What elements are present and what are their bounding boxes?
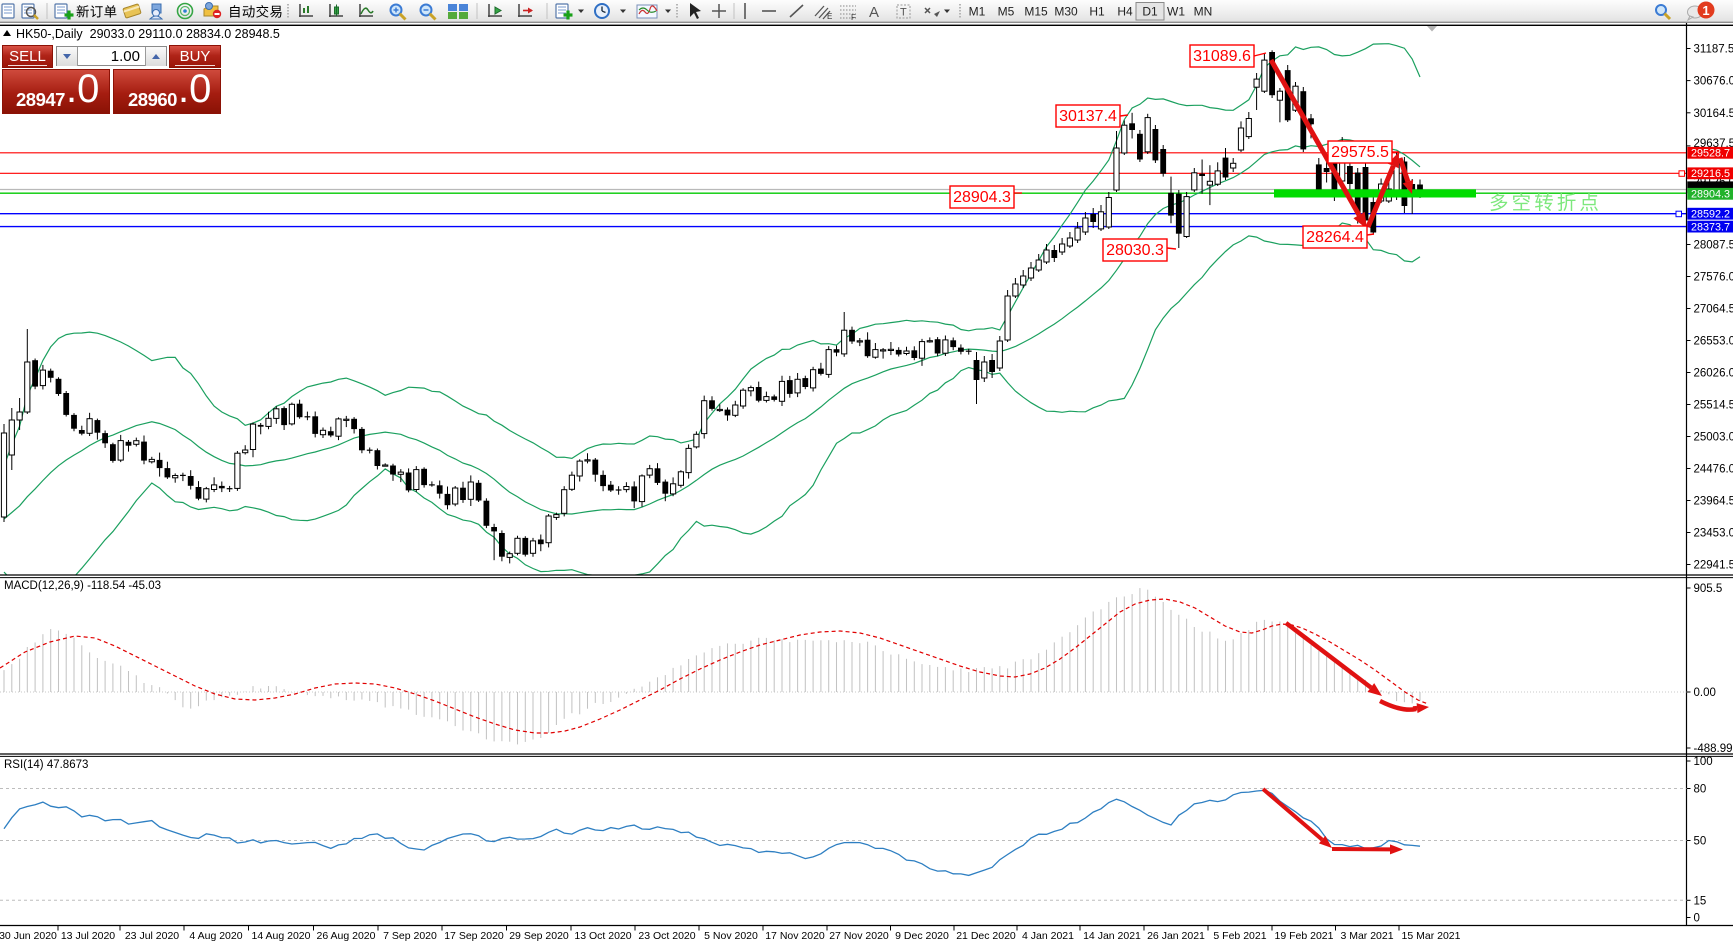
svg-text:30676.0: 30676.0: [1694, 76, 1733, 88]
svg-text:W1: W1: [1167, 5, 1185, 19]
svg-text:F: F: [851, 13, 856, 22]
svg-text:29 Sep 2020: 29 Sep 2020: [509, 930, 569, 942]
svg-text:29575.5: 29575.5: [1331, 144, 1389, 161]
svg-text:E: E: [827, 12, 832, 21]
svg-text:31187.5: 31187.5: [1694, 44, 1733, 56]
svg-text:23 Jul 2020: 23 Jul 2020: [125, 930, 179, 942]
svg-text:28904.3: 28904.3: [1691, 189, 1730, 201]
svg-text:28087.5: 28087.5: [1694, 240, 1733, 252]
svg-text:1: 1: [1702, 3, 1709, 18]
svg-text:MN: MN: [1194, 5, 1213, 19]
svg-text:27064.5: 27064.5: [1694, 304, 1733, 316]
svg-text:28592.2: 28592.2: [1691, 209, 1730, 221]
svg-text:A: A: [869, 4, 879, 21]
svg-text:13 Oct 2020: 13 Oct 2020: [574, 930, 631, 942]
svg-text:5 Nov 2020: 5 Nov 2020: [704, 930, 758, 942]
svg-text:100: 100: [1694, 756, 1713, 768]
svg-text:24476.0: 24476.0: [1694, 464, 1733, 476]
svg-text:28904.3: 28904.3: [953, 189, 1011, 206]
svg-text:9 Dec 2020: 9 Dec 2020: [895, 930, 949, 942]
svg-text:M30: M30: [1054, 5, 1078, 19]
svg-text:28373.7: 28373.7: [1691, 222, 1730, 234]
svg-text:23453.0: 23453.0: [1694, 528, 1733, 540]
svg-text:MACD(12,26,9) -118.54 -45.03: MACD(12,26,9) -118.54 -45.03: [4, 580, 161, 592]
svg-text:26553.0: 26553.0: [1694, 336, 1733, 348]
svg-text:4 Jan 2021: 4 Jan 2021: [1022, 930, 1074, 942]
svg-text:17 Nov 2020: 17 Nov 2020: [765, 930, 825, 942]
svg-text:905.5: 905.5: [1694, 583, 1723, 595]
svg-text:25514.5: 25514.5: [1694, 400, 1733, 412]
svg-text:15: 15: [1694, 895, 1707, 907]
svg-text:26026.0: 26026.0: [1694, 368, 1733, 380]
svg-text:23964.5: 23964.5: [1694, 496, 1733, 508]
svg-text:80: 80: [1694, 784, 1707, 796]
svg-text:19 Feb 2021: 19 Feb 2021: [1275, 930, 1334, 942]
svg-text:23 Oct 2020: 23 Oct 2020: [638, 930, 695, 942]
svg-text:7 Sep 2020: 7 Sep 2020: [383, 930, 437, 942]
svg-text:25003.0: 25003.0: [1694, 432, 1733, 444]
svg-text:M15: M15: [1024, 5, 1048, 19]
svg-text:50: 50: [1694, 836, 1707, 848]
svg-text:17 Sep 2020: 17 Sep 2020: [444, 930, 504, 942]
svg-text:0: 0: [1694, 913, 1700, 925]
svg-text:29216.5: 29216.5: [1691, 168, 1730, 180]
svg-text:RSI(14) 47.8673: RSI(14) 47.8673: [4, 759, 88, 771]
svg-text:13 Jul 2020: 13 Jul 2020: [61, 930, 115, 942]
svg-text:14 Jan 2021: 14 Jan 2021: [1083, 930, 1141, 942]
svg-text:-488.99: -488.99: [1694, 743, 1733, 755]
svg-text:29528.7: 29528.7: [1691, 148, 1730, 160]
svg-text:26 Jan 2021: 26 Jan 2021: [1147, 930, 1205, 942]
svg-text:28030.3: 28030.3: [1106, 242, 1164, 259]
svg-text:30164.5: 30164.5: [1694, 108, 1733, 120]
svg-text:26 Aug 2020: 26 Aug 2020: [317, 930, 376, 942]
svg-text:27 Nov 2020: 27 Nov 2020: [829, 930, 889, 942]
svg-text:30137.4: 30137.4: [1059, 108, 1117, 125]
svg-text:30 Jun 2020: 30 Jun 2020: [0, 930, 57, 942]
svg-text:31089.6: 31089.6: [1193, 48, 1251, 65]
svg-text:22941.5: 22941.5: [1694, 560, 1733, 572]
svg-text:M1: M1: [969, 5, 986, 19]
svg-text:T: T: [900, 7, 907, 19]
svg-text:H4: H4: [1117, 5, 1133, 19]
svg-text:14 Aug 2020: 14 Aug 2020: [252, 930, 311, 942]
svg-text:H1: H1: [1089, 5, 1105, 19]
svg-text:15 Mar 2021: 15 Mar 2021: [1402, 930, 1461, 942]
svg-text:3 Mar 2021: 3 Mar 2021: [1340, 930, 1393, 942]
svg-text:4 Aug 2020: 4 Aug 2020: [189, 930, 242, 942]
svg-text:0.00: 0.00: [1694, 687, 1716, 699]
svg-text:D1: D1: [1142, 5, 1158, 19]
svg-text:5 Feb 2021: 5 Feb 2021: [1213, 930, 1266, 942]
svg-text:21 Dec 2020: 21 Dec 2020: [956, 930, 1016, 942]
svg-text:M5: M5: [998, 5, 1015, 19]
svg-text:27576.0: 27576.0: [1694, 272, 1733, 284]
svg-text:28264.4: 28264.4: [1306, 229, 1364, 246]
